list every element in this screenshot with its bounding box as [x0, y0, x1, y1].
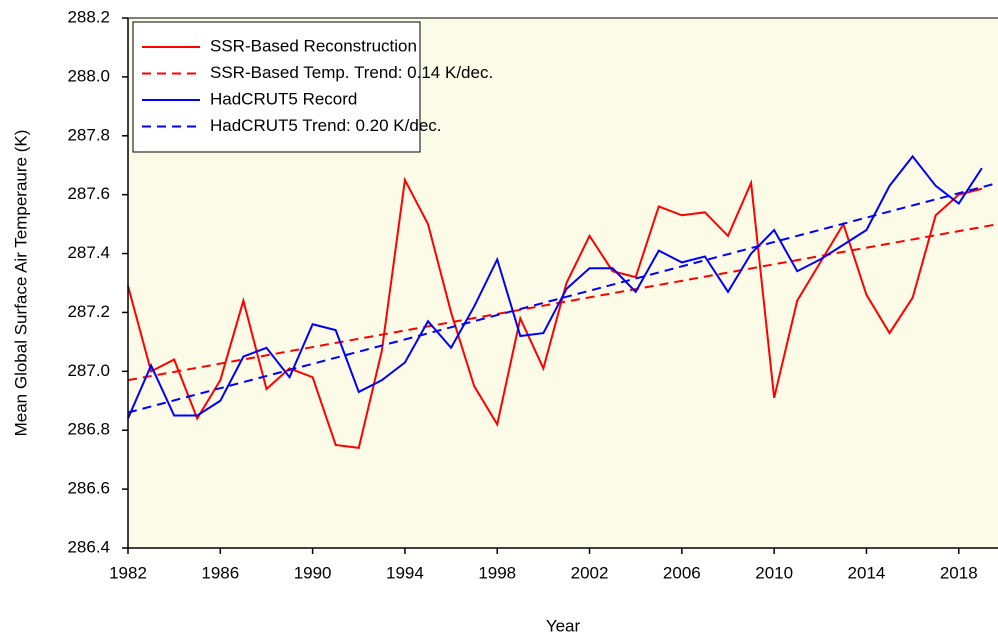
y-tick-label: 288.0	[67, 66, 110, 85]
y-tick-label: 287.0	[67, 361, 110, 380]
y-tick-label: 286.8	[67, 420, 110, 439]
y-tick-label: 287.8	[67, 125, 110, 144]
y-tick-label: 287.4	[67, 243, 110, 262]
legend-label: SSR-Based Reconstruction	[210, 36, 417, 55]
x-tick-label: 1998	[478, 563, 516, 582]
series-line	[127, 223, 998, 382]
legend-label: SSR-Based Temp. Trend: 0.14 K/dec.	[210, 63, 493, 82]
x-tick-label: 2010	[755, 563, 793, 582]
x-tick-label: 2002	[571, 563, 609, 582]
x-tick-label: 1986	[201, 563, 239, 582]
x-tick-label: 2006	[663, 563, 701, 582]
legend-label: HadCRUT5 Trend: 0.20 K/dec.	[210, 116, 442, 135]
y-tick-label: 286.6	[67, 479, 110, 498]
x-tick-label: 1990	[294, 563, 332, 582]
x-tick-label: 1994	[386, 563, 424, 582]
y-axis-label: Mean Global Surface Air Temperaure (K)	[11, 130, 30, 437]
y-tick-label: 287.6	[67, 184, 110, 203]
series-line	[127, 154, 983, 419]
series-line	[127, 176, 983, 449]
axes	[127, 18, 998, 549]
y-tick-label: 287.2	[67, 302, 110, 321]
x-tick-label: 1982	[109, 563, 147, 582]
y-tick-label: 286.4	[67, 537, 110, 556]
x-axis-label: Year	[546, 616, 581, 635]
x-tick-label: 2014	[848, 563, 886, 582]
x-tick-label: 2018	[940, 563, 978, 582]
legend-label: HadCRUT5 Record	[210, 89, 357, 108]
y-tick-label: 288.2	[67, 7, 110, 26]
legend-box	[132, 21, 421, 153]
